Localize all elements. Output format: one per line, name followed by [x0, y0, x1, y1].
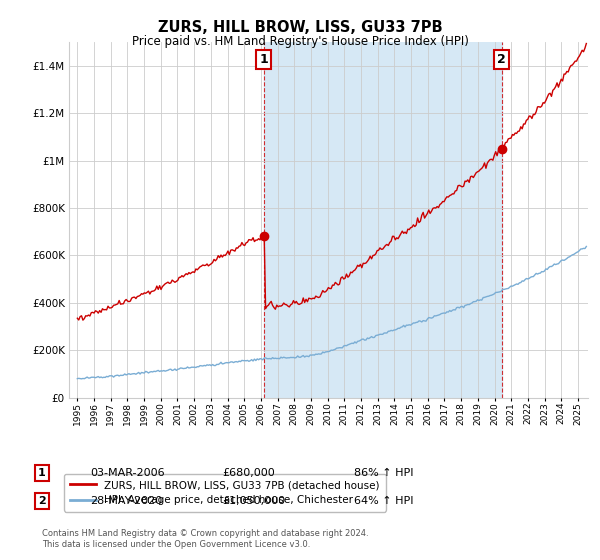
Text: £1,050,000: £1,050,000 — [222, 496, 285, 506]
Text: 03-MAR-2006: 03-MAR-2006 — [90, 468, 164, 478]
Text: Contains HM Land Registry data © Crown copyright and database right 2024.
This d: Contains HM Land Registry data © Crown c… — [42, 529, 368, 549]
Text: £680,000: £680,000 — [222, 468, 275, 478]
Text: Price paid vs. HM Land Registry's House Price Index (HPI): Price paid vs. HM Land Registry's House … — [131, 35, 469, 48]
Legend: ZURS, HILL BROW, LISS, GU33 7PB (detached house), HPI: Average price, detached h: ZURS, HILL BROW, LISS, GU33 7PB (detache… — [64, 474, 386, 511]
Text: 28-MAY-2020: 28-MAY-2020 — [90, 496, 162, 506]
Text: ZURS, HILL BROW, LISS, GU33 7PB: ZURS, HILL BROW, LISS, GU33 7PB — [158, 20, 442, 35]
Text: 2: 2 — [38, 496, 46, 506]
Text: 1: 1 — [38, 468, 46, 478]
Text: 2: 2 — [497, 53, 506, 66]
Text: 64% ↑ HPI: 64% ↑ HPI — [354, 496, 413, 506]
Text: 86% ↑ HPI: 86% ↑ HPI — [354, 468, 413, 478]
Bar — [264, 42, 502, 398]
Text: 1: 1 — [259, 53, 268, 66]
